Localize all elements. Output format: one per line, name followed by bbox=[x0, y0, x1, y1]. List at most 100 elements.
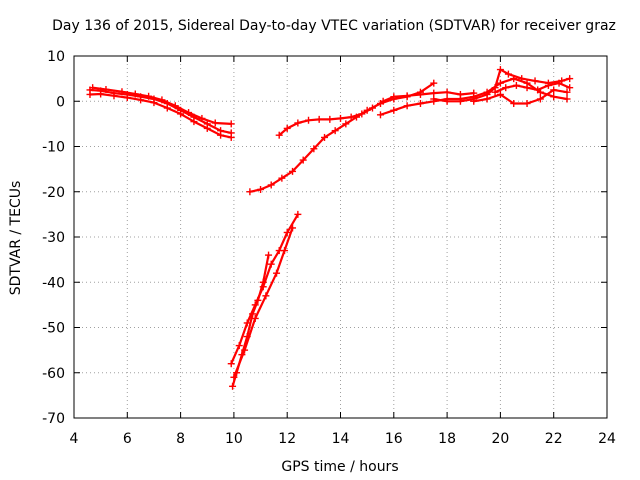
data-point bbox=[550, 86, 558, 94]
data-point bbox=[123, 94, 131, 102]
data-point bbox=[158, 96, 166, 104]
data-point bbox=[227, 120, 235, 128]
series-arc-5c bbox=[470, 86, 571, 108]
data-point bbox=[251, 301, 259, 309]
data-point bbox=[523, 84, 531, 92]
data-point bbox=[430, 95, 438, 103]
y-tick-label: 0 bbox=[56, 94, 65, 110]
data-point bbox=[217, 131, 225, 139]
data-point bbox=[496, 90, 504, 98]
data-point bbox=[102, 85, 110, 93]
x-tick-label: 20 bbox=[491, 431, 509, 447]
data-point bbox=[283, 228, 291, 236]
y-tick-label: 10 bbox=[47, 49, 65, 65]
data-point bbox=[390, 93, 398, 101]
data-point bbox=[131, 90, 139, 98]
data-point bbox=[278, 174, 286, 182]
data-point bbox=[390, 106, 398, 114]
series-arc-2c bbox=[230, 224, 297, 381]
data-point bbox=[227, 360, 235, 368]
data-point bbox=[368, 104, 376, 112]
data-point bbox=[555, 79, 563, 87]
y-tick-label: -20 bbox=[42, 185, 65, 201]
x-axis-label: GPS time / hours bbox=[281, 459, 398, 475]
data-point bbox=[443, 88, 451, 96]
data-point bbox=[259, 283, 267, 291]
data-point bbox=[246, 188, 254, 196]
series-arc-3 bbox=[246, 79, 438, 196]
data-point bbox=[563, 88, 571, 96]
data-point bbox=[563, 95, 571, 103]
series-line bbox=[230, 213, 299, 365]
data-point bbox=[198, 114, 206, 122]
data-point bbox=[379, 97, 387, 105]
data-point bbox=[227, 133, 235, 141]
data-point bbox=[241, 346, 249, 354]
data-point bbox=[430, 79, 438, 87]
chart-title: Day 136 of 2015, Sidereal Day-to-day VTE… bbox=[52, 18, 616, 34]
data-point bbox=[137, 96, 145, 104]
data-point bbox=[190, 118, 198, 126]
data-point bbox=[443, 97, 451, 105]
grid bbox=[74, 56, 607, 418]
data-point bbox=[163, 104, 171, 112]
data-point bbox=[483, 95, 491, 103]
data-point bbox=[97, 90, 105, 98]
data-point bbox=[281, 247, 289, 255]
series-arc-1c bbox=[89, 84, 235, 128]
data-point bbox=[110, 92, 118, 100]
series-arc-2a bbox=[229, 251, 273, 390]
x-tick-label: 4 bbox=[70, 431, 79, 447]
data-point bbox=[550, 93, 558, 101]
data-point bbox=[273, 269, 281, 277]
y-tick-label: -50 bbox=[42, 321, 65, 337]
data-point bbox=[294, 210, 302, 218]
data-point bbox=[321, 133, 329, 141]
data-point bbox=[342, 120, 350, 128]
data-point bbox=[275, 131, 283, 139]
data-point bbox=[267, 181, 275, 189]
data-point bbox=[337, 114, 344, 122]
series-arc-4 bbox=[275, 88, 478, 139]
y-tick-label: -70 bbox=[42, 411, 65, 427]
data-point bbox=[536, 95, 544, 103]
data-point bbox=[416, 100, 424, 108]
data-point bbox=[185, 109, 193, 117]
data-point bbox=[315, 115, 323, 123]
x-tick-label: 22 bbox=[545, 431, 563, 447]
series-arc-5d bbox=[491, 79, 574, 96]
data-point bbox=[470, 97, 478, 105]
data-point bbox=[326, 115, 334, 123]
data-point bbox=[289, 167, 297, 175]
data-point bbox=[523, 100, 531, 108]
series-arc-2b bbox=[227, 210, 302, 368]
data-point bbox=[416, 90, 424, 98]
data-point bbox=[531, 77, 539, 85]
series-arc-1a bbox=[86, 86, 235, 137]
data-point bbox=[262, 292, 270, 300]
data-point bbox=[310, 145, 318, 153]
data-point bbox=[118, 88, 126, 96]
data-point bbox=[230, 373, 238, 381]
data-point bbox=[171, 102, 179, 110]
data-point bbox=[534, 86, 542, 94]
series-line bbox=[248, 81, 435, 193]
data-point bbox=[283, 124, 291, 132]
data-point bbox=[211, 119, 219, 127]
data-point bbox=[566, 75, 574, 83]
data-point bbox=[430, 89, 438, 97]
data-point bbox=[177, 110, 185, 118]
data-point bbox=[89, 84, 97, 92]
data-point bbox=[491, 88, 499, 96]
data-point bbox=[331, 127, 339, 135]
x-tick-label: 10 bbox=[225, 431, 243, 447]
data-point bbox=[496, 66, 504, 74]
data-point bbox=[150, 99, 158, 107]
data-point bbox=[496, 79, 504, 87]
data-point bbox=[456, 97, 464, 105]
data-point bbox=[403, 92, 411, 100]
x-tick-label: 8 bbox=[176, 431, 185, 447]
x-tick-label: 6 bbox=[123, 431, 132, 447]
x-tick-label: 12 bbox=[278, 431, 296, 447]
